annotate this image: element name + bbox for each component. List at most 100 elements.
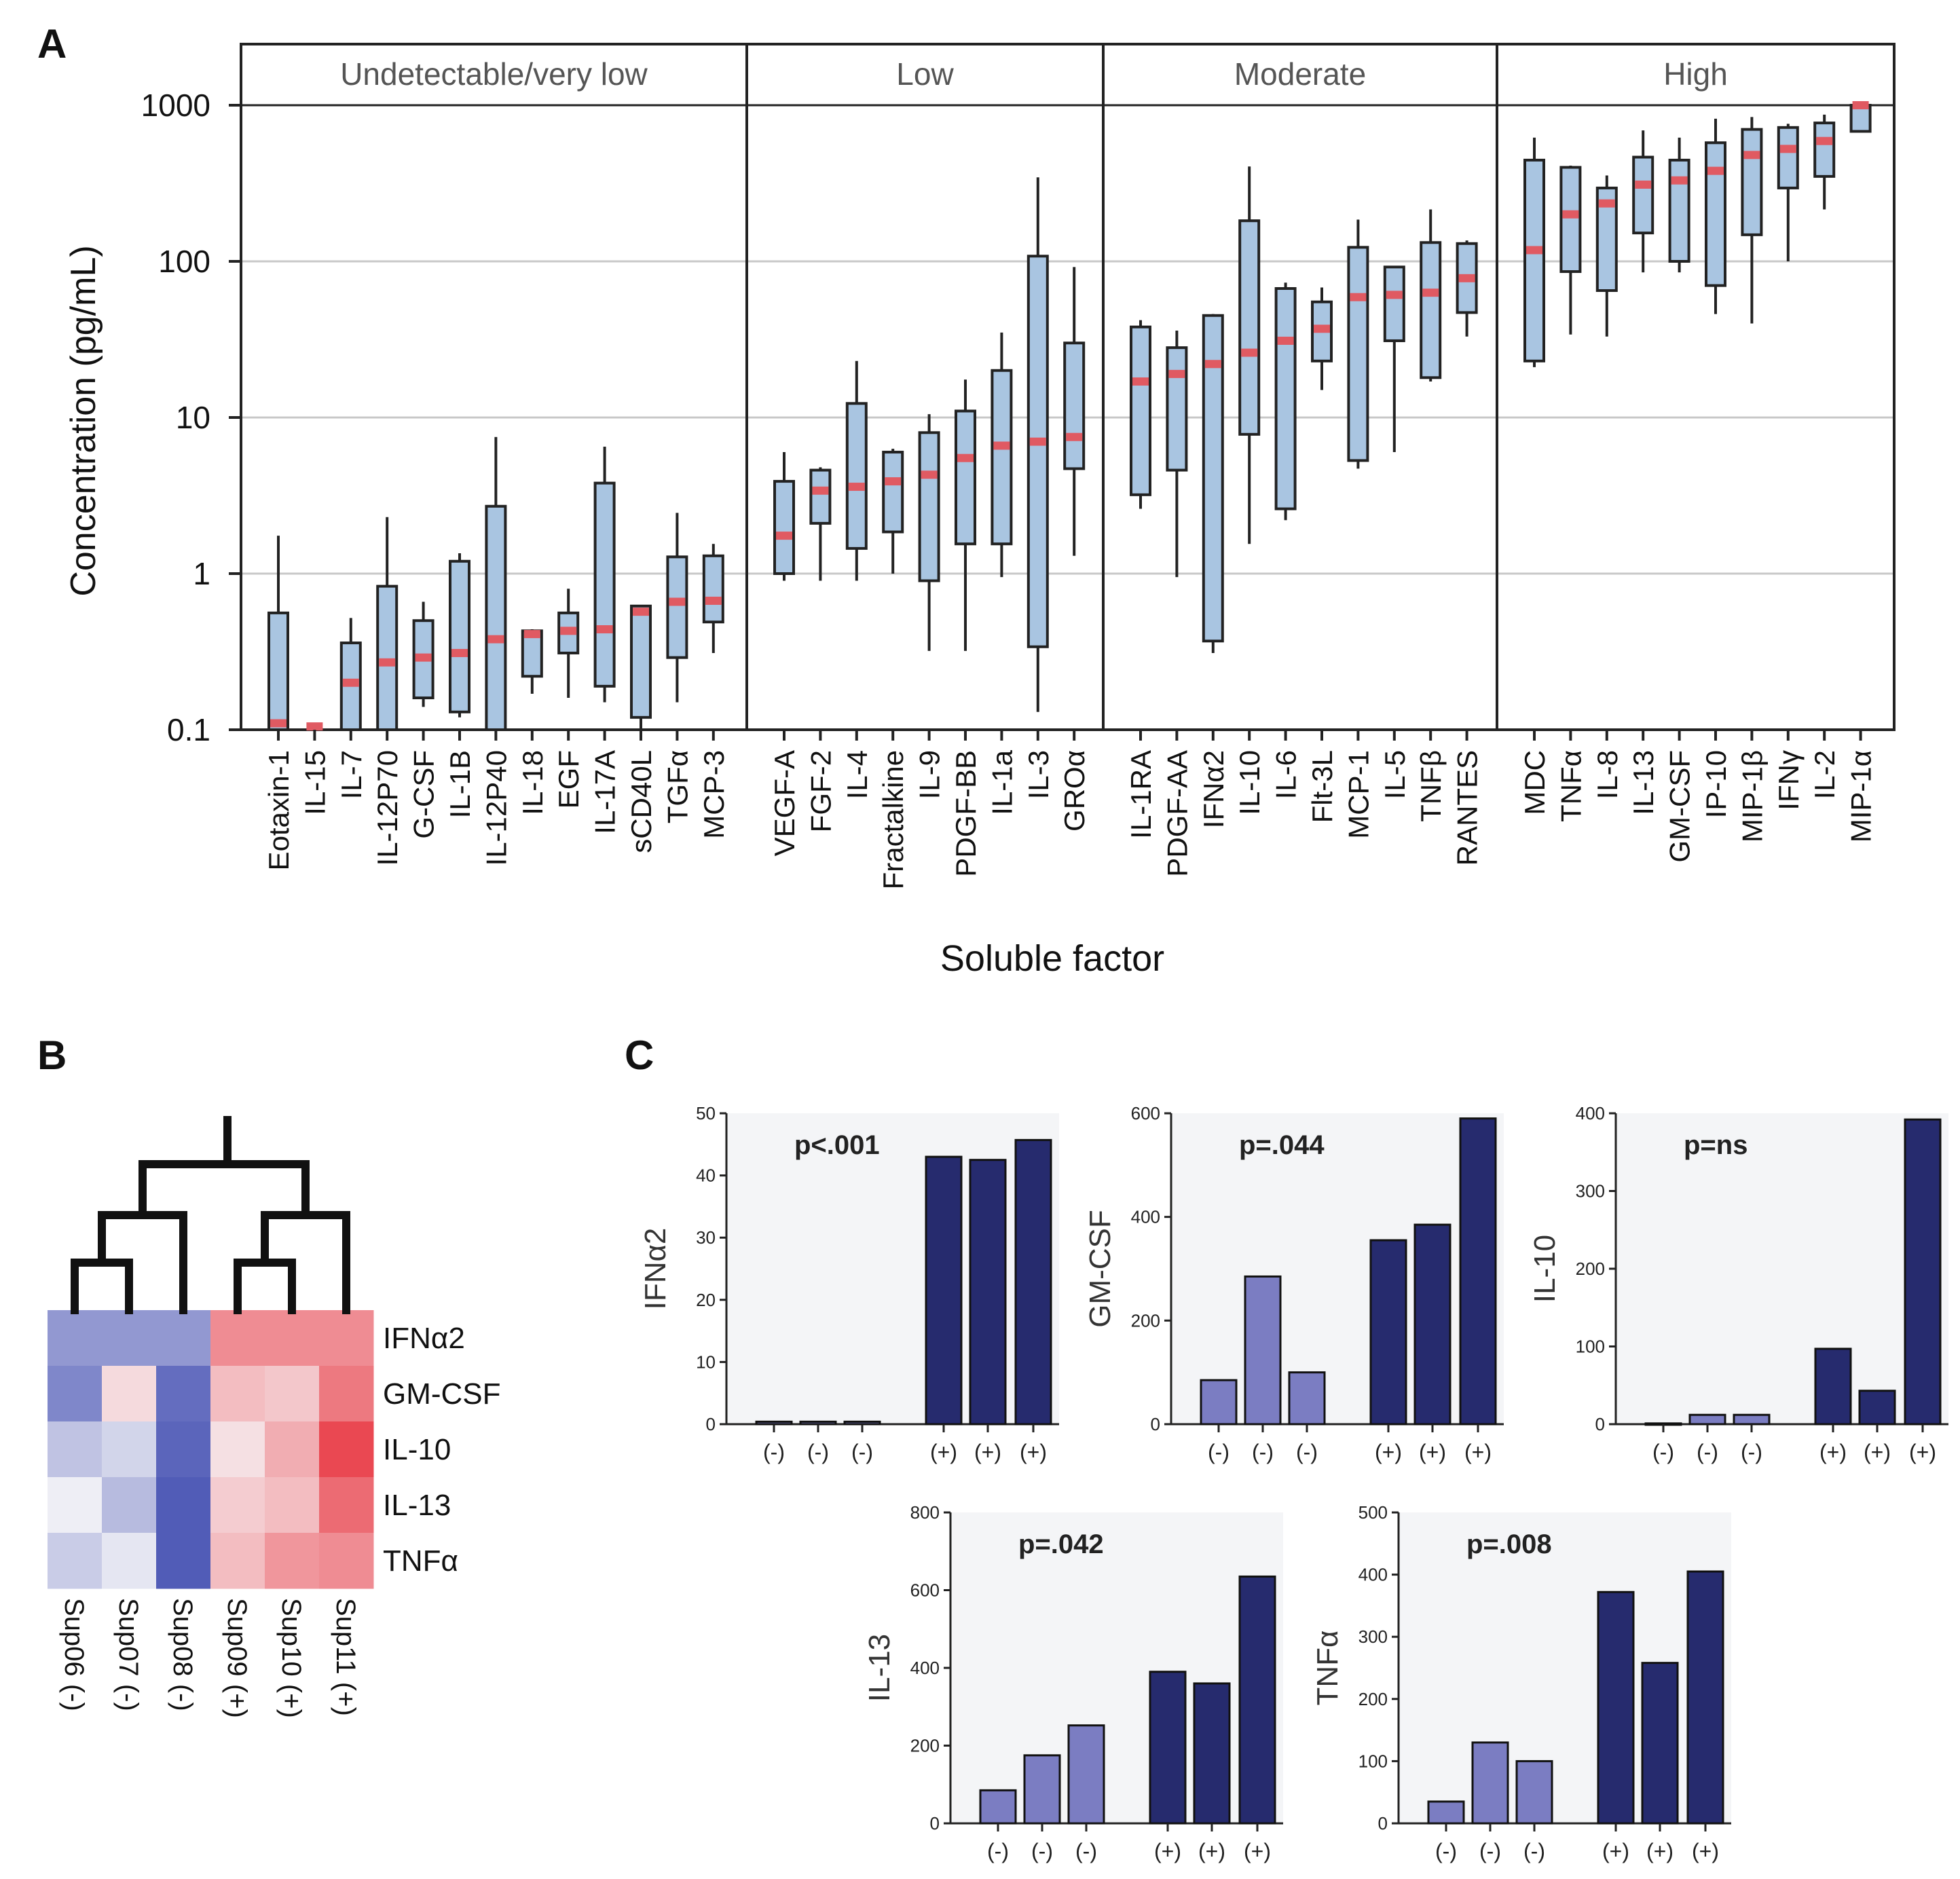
- heat-cell: [265, 1421, 320, 1478]
- bar-chart-il-10: 0 100 200 300 400 IL-10 p=ns (-) (-) (-) (+) (+) (+): [1528, 1103, 1948, 1464]
- p-value-annotation: p=.044: [1239, 1130, 1325, 1160]
- box-il-2: [1813, 122, 1836, 178]
- bar: [1369, 1239, 1407, 1426]
- box-il-10: [1238, 219, 1261, 436]
- group-label: Moderate: [1234, 56, 1366, 92]
- x-tick-label: (-): [1523, 1839, 1545, 1863]
- x-tick-label-rantes: RANTES: [1451, 750, 1483, 866]
- y-tick-label: 100: [158, 244, 210, 279]
- box-il-6: [1274, 287, 1297, 510]
- heat-cell: [102, 1310, 157, 1366]
- panel-b-heatmap: IFNα2 GM-CSF IL-10 IL-13 TNFα Sup06 (-) Sup07 …: [48, 1116, 501, 1718]
- y-tick-label: 1000: [141, 88, 210, 123]
- x-tick-label: (+): [1154, 1839, 1181, 1863]
- heat-cell: [265, 1477, 320, 1533]
- bar: [1244, 1275, 1282, 1426]
- heat-cell: [48, 1421, 103, 1478]
- median-ip-10: [1707, 166, 1724, 175]
- median-il-10: [1241, 348, 1258, 357]
- y-tick-label: 400: [1358, 1565, 1388, 1585]
- x-tick-label: (+): [1244, 1839, 1271, 1863]
- x-tick-label-il-4: IL-4: [841, 750, 873, 799]
- bar: [799, 1420, 837, 1426]
- x-tick-label: (-): [763, 1440, 785, 1464]
- median-il-17a: [596, 625, 613, 634]
- y-axis-label: Concentration (pg/mL): [64, 245, 103, 596]
- y-tick-label: 200: [1358, 1689, 1388, 1709]
- x-tick-label: (-): [1208, 1440, 1229, 1464]
- median-tgf: [669, 597, 686, 606]
- heat-col-label: Sup11 (+): [331, 1598, 360, 1716]
- median-ifn: [1779, 145, 1796, 153]
- heat-cell: [319, 1533, 374, 1589]
- y-tick-label: 300: [1358, 1626, 1388, 1647]
- x-tick-label-il-7: IL-7: [335, 750, 367, 799]
- bar-chart-background: [726, 1113, 1059, 1424]
- median-mcp-1: [1350, 293, 1367, 301]
- heat-cell: [102, 1421, 157, 1478]
- box-eotaxin-1: [267, 611, 289, 731]
- bar: [755, 1420, 793, 1426]
- median-gro: [1066, 432, 1083, 441]
- median-flt-3l: [1314, 324, 1330, 333]
- x-tick-label: (+): [974, 1440, 1001, 1464]
- x-tick-label-pdgf-aa: PDGF-AA: [1161, 750, 1193, 877]
- heat-cell: [210, 1421, 265, 1478]
- box-fractalkine: [882, 451, 904, 534]
- x-tick-label-il-6: IL-6: [1270, 750, 1302, 799]
- x-tick-label-ip-10: IP-10: [1700, 750, 1732, 818]
- bar-chart-background: [950, 1512, 1283, 1823]
- x-tick-label-gm-csf: GM-CSF: [1664, 750, 1696, 863]
- box-mdc: [1523, 158, 1545, 362]
- y-tick-label: 200: [910, 1736, 940, 1756]
- panel-letter-b: B: [37, 1032, 67, 1078]
- bar: [1427, 1800, 1465, 1825]
- median-g-csf: [415, 653, 432, 662]
- x-tick-label: (+): [1602, 1839, 1629, 1863]
- box-fgf-2: [809, 468, 832, 525]
- bar-chart-il-13: 0 200 400 600 800 IL-13 p=.042 (-) (-) (-) (+) (+) (…: [863, 1502, 1283, 1863]
- y-tick-label: 10: [696, 1352, 716, 1372]
- y-tick-label: 200: [1131, 1310, 1160, 1331]
- bar: [1023, 1754, 1061, 1825]
- heat-row-label: IFNα2: [383, 1322, 465, 1355]
- x-tick-label-il-3: IL-3: [1022, 750, 1054, 799]
- bar: [1904, 1118, 1942, 1426]
- median-il-6: [1277, 336, 1294, 345]
- y-tick-label: 400: [1131, 1207, 1160, 1227]
- heat-col-label: Sup09 (+): [222, 1598, 252, 1718]
- box-il-1b: [449, 559, 470, 713]
- bar: [979, 1789, 1017, 1825]
- box-ifn-2: [1202, 314, 1224, 643]
- box-pdgf-bb: [955, 409, 976, 546]
- x-tick-label-il-15: IL-15: [299, 750, 331, 815]
- median-il-1a: [993, 441, 1010, 450]
- box-tnf: [1559, 166, 1582, 274]
- box-il-9: [918, 431, 940, 582]
- y-tick-label: 600: [910, 1580, 940, 1601]
- x-tick-label-mip-1: MIP-1β: [1736, 750, 1768, 842]
- bar: [1597, 1590, 1635, 1825]
- median-pdgf-bb: [957, 453, 974, 462]
- bar: [1733, 1413, 1771, 1426]
- y-tick-label: 0: [930, 1813, 940, 1834]
- bar: [1014, 1138, 1052, 1426]
- x-tick-label-il-5: IL-5: [1379, 750, 1411, 799]
- heat-cell: [265, 1310, 320, 1366]
- heat-cell: [210, 1533, 265, 1589]
- median-scd40l: [633, 608, 649, 616]
- x-tick-label-scd40l: sCD40L: [625, 750, 657, 853]
- y-tick-label: 400: [1576, 1103, 1605, 1123]
- heat-row-label: IL-13: [383, 1489, 451, 1522]
- y-tick-label: 0: [1595, 1414, 1605, 1434]
- x-tick-label: (-): [1296, 1440, 1318, 1464]
- box-il-5: [1383, 265, 1405, 342]
- median-il-15: [306, 722, 323, 731]
- bar-chart-background: [1399, 1512, 1731, 1823]
- median-il-2: [1816, 136, 1833, 145]
- box-pdgf-aa: [1166, 346, 1188, 472]
- x-tick-label-il-17a: IL-17A: [589, 750, 621, 834]
- x-tick-label-il-8: IL-8: [1591, 750, 1623, 799]
- heat-cell: [48, 1366, 103, 1422]
- x-tick-label: (-): [851, 1440, 873, 1464]
